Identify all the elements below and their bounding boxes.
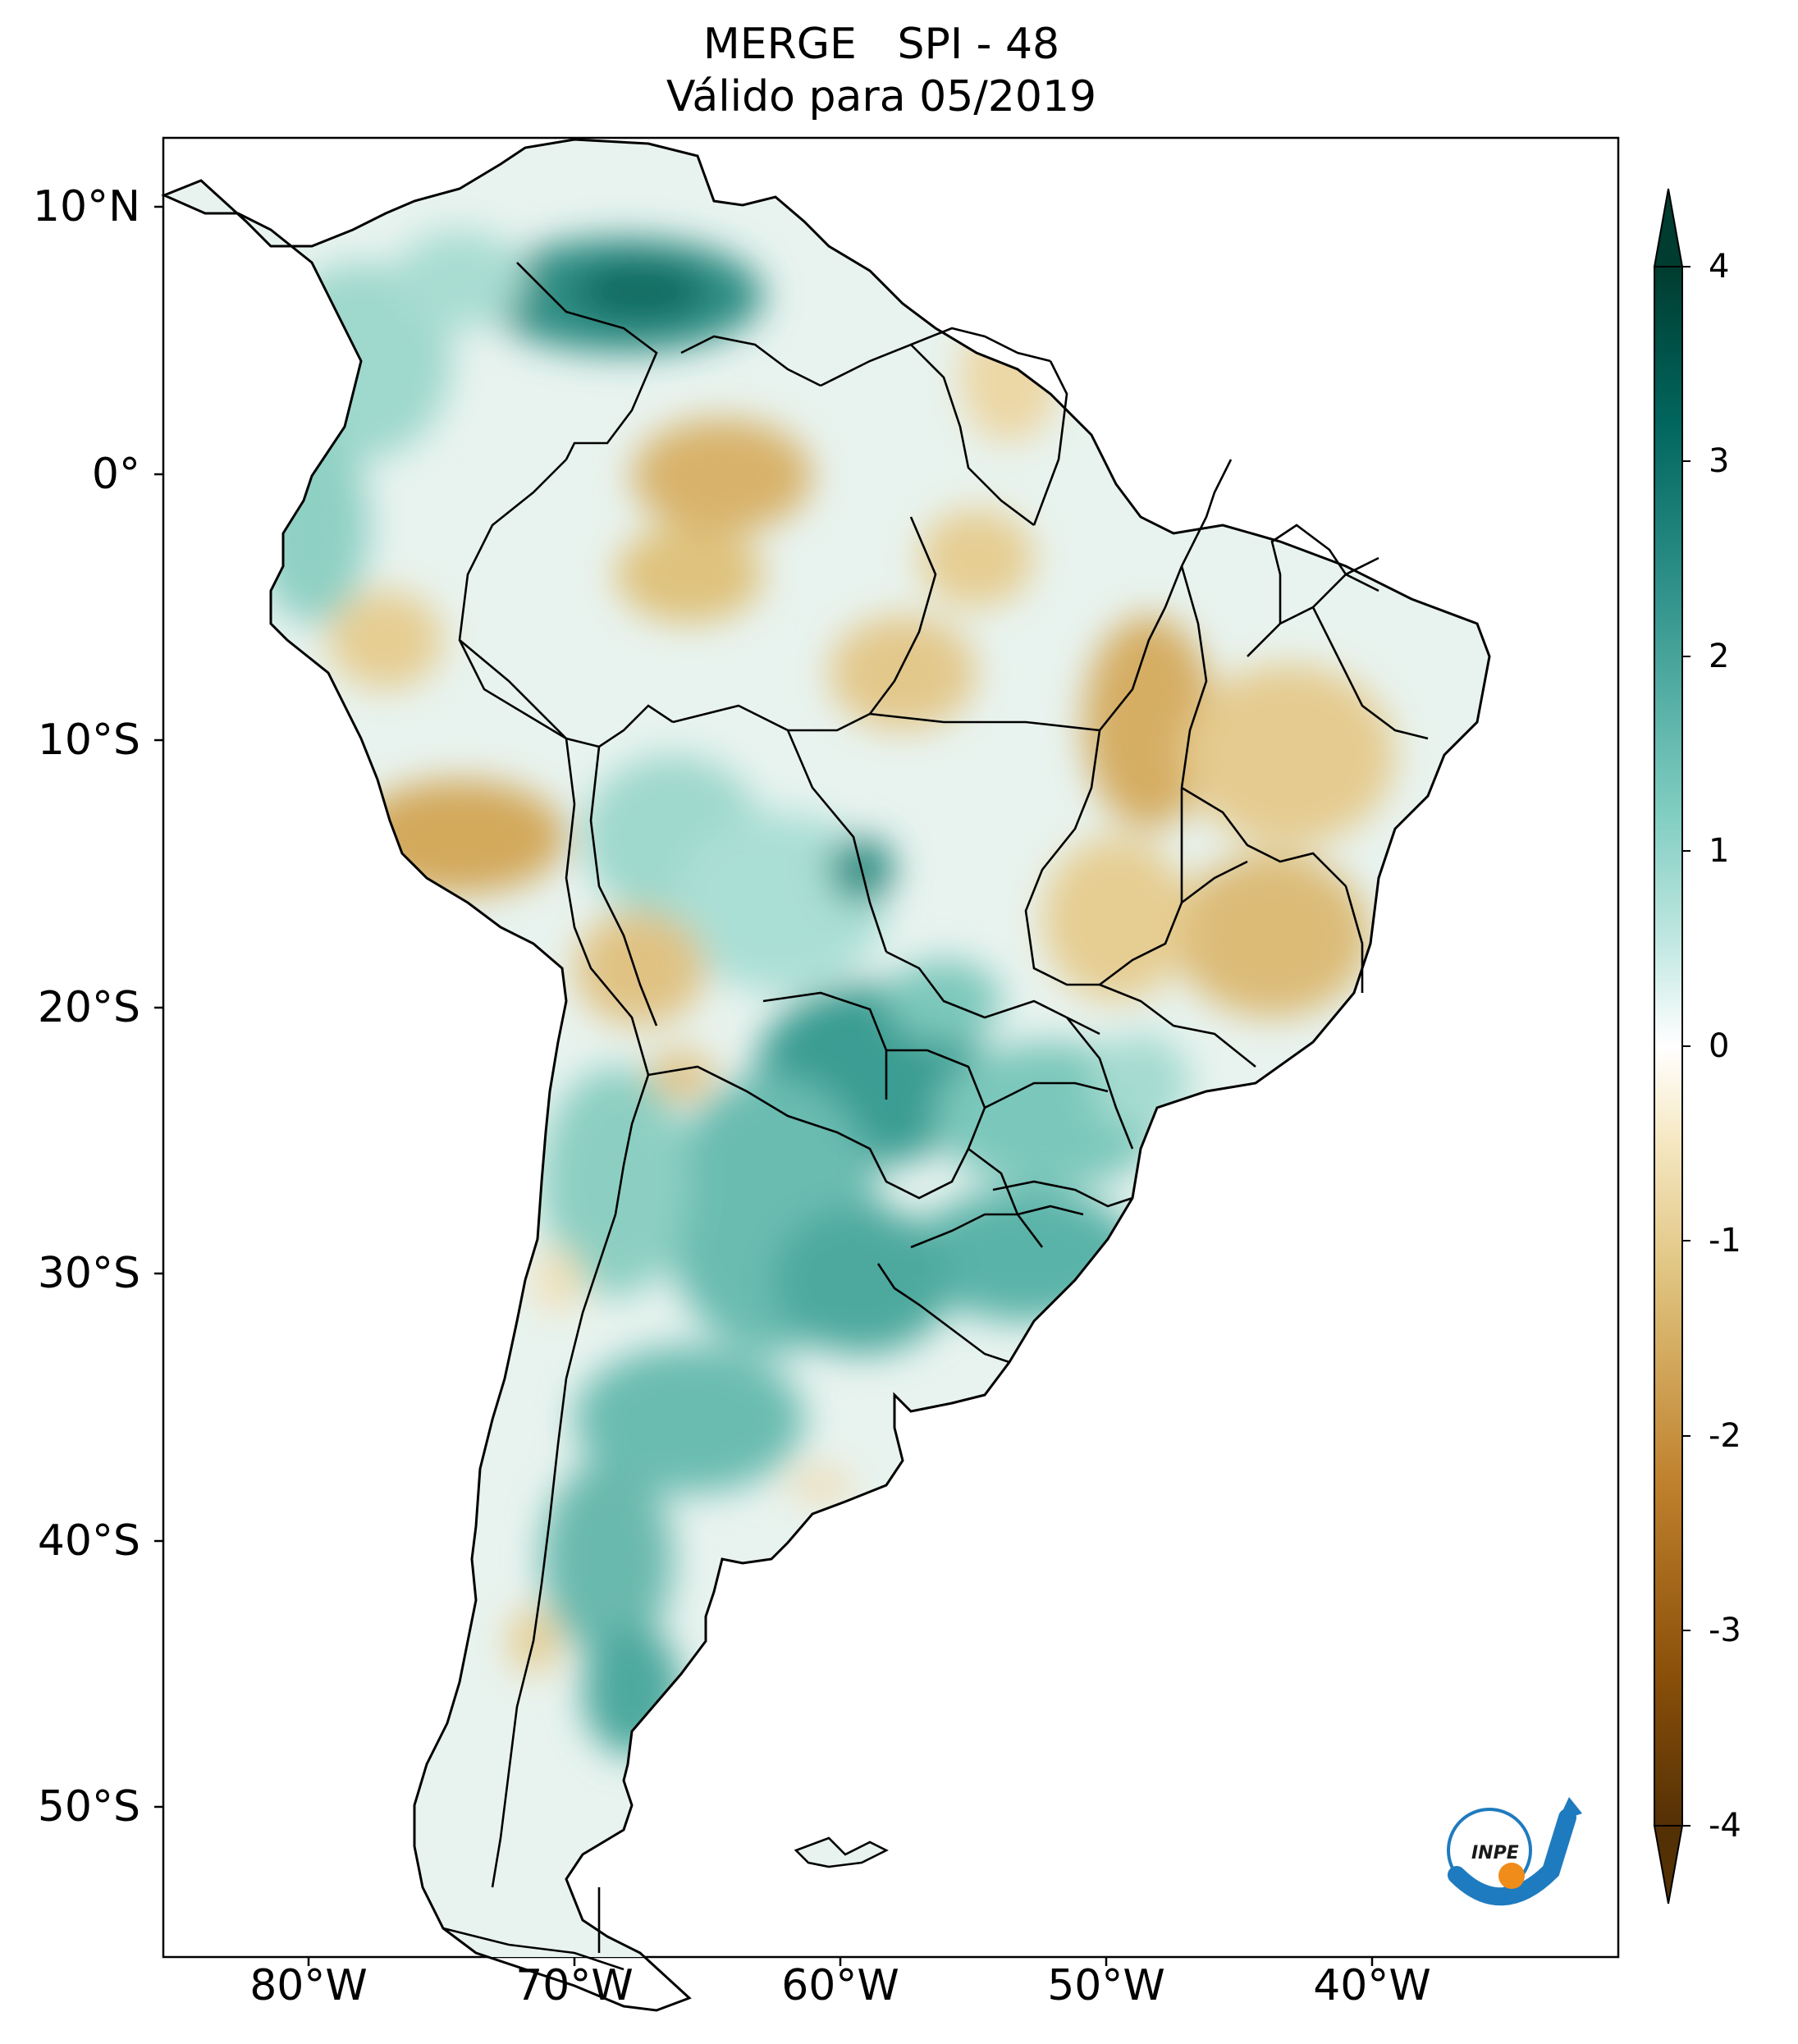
- lon-label-50w: 50°W: [1047, 1961, 1165, 2010]
- lon-label-40w: 40°W: [1313, 1961, 1431, 2010]
- colorbar-gradient: [1654, 267, 1682, 1826]
- lat-label-10n: 10°N: [32, 182, 140, 231]
- borders: [442, 262, 1429, 1971]
- lat-label-50s: 50°S: [37, 1782, 140, 1831]
- colorbar-label-0: 0: [1709, 1027, 1730, 1065]
- colorbar-top-extend: [1653, 188, 1684, 268]
- colorbar-label-neg1: -1: [1709, 1222, 1741, 1260]
- colorbar-label-neg4: -4: [1709, 1807, 1741, 1845]
- lon-label-80w: 80°W: [249, 1961, 368, 2010]
- colorbar-label-4: 4: [1709, 248, 1730, 286]
- colorbar-bottom-extend: [1653, 1825, 1684, 1905]
- inpe-logo: INPE: [1447, 1797, 1582, 1906]
- colorbar-label-2: 2: [1709, 638, 1730, 675]
- axis-ticks: [154, 205, 1374, 1966]
- colorbar: [1653, 188, 1690, 1905]
- lat-label-10s: 10°S: [37, 716, 140, 765]
- lon-label-60w: 60°W: [781, 1961, 899, 2010]
- lat-label-40s: 40°S: [37, 1516, 140, 1566]
- falkland-islands: [794, 1836, 889, 1868]
- lat-label-30s: 30°S: [37, 1249, 140, 1298]
- inpe-logo-text: INPE: [1471, 1843, 1519, 1863]
- lat-label-0: 0°: [91, 450, 140, 499]
- lon-label-70w: 70°W: [515, 1961, 634, 2010]
- colorbar-label-1: 1: [1709, 832, 1730, 870]
- map-subtitle: Válido para 05/2019: [666, 72, 1097, 121]
- colorbar-label-neg2: -2: [1709, 1417, 1741, 1455]
- map-title: MERGE SPI - 48: [702, 20, 1060, 69]
- lat-label-20s: 20°S: [37, 983, 140, 1032]
- colorbar-label-neg3: -3: [1709, 1612, 1741, 1649]
- colorbar-label-3: 3: [1709, 442, 1730, 480]
